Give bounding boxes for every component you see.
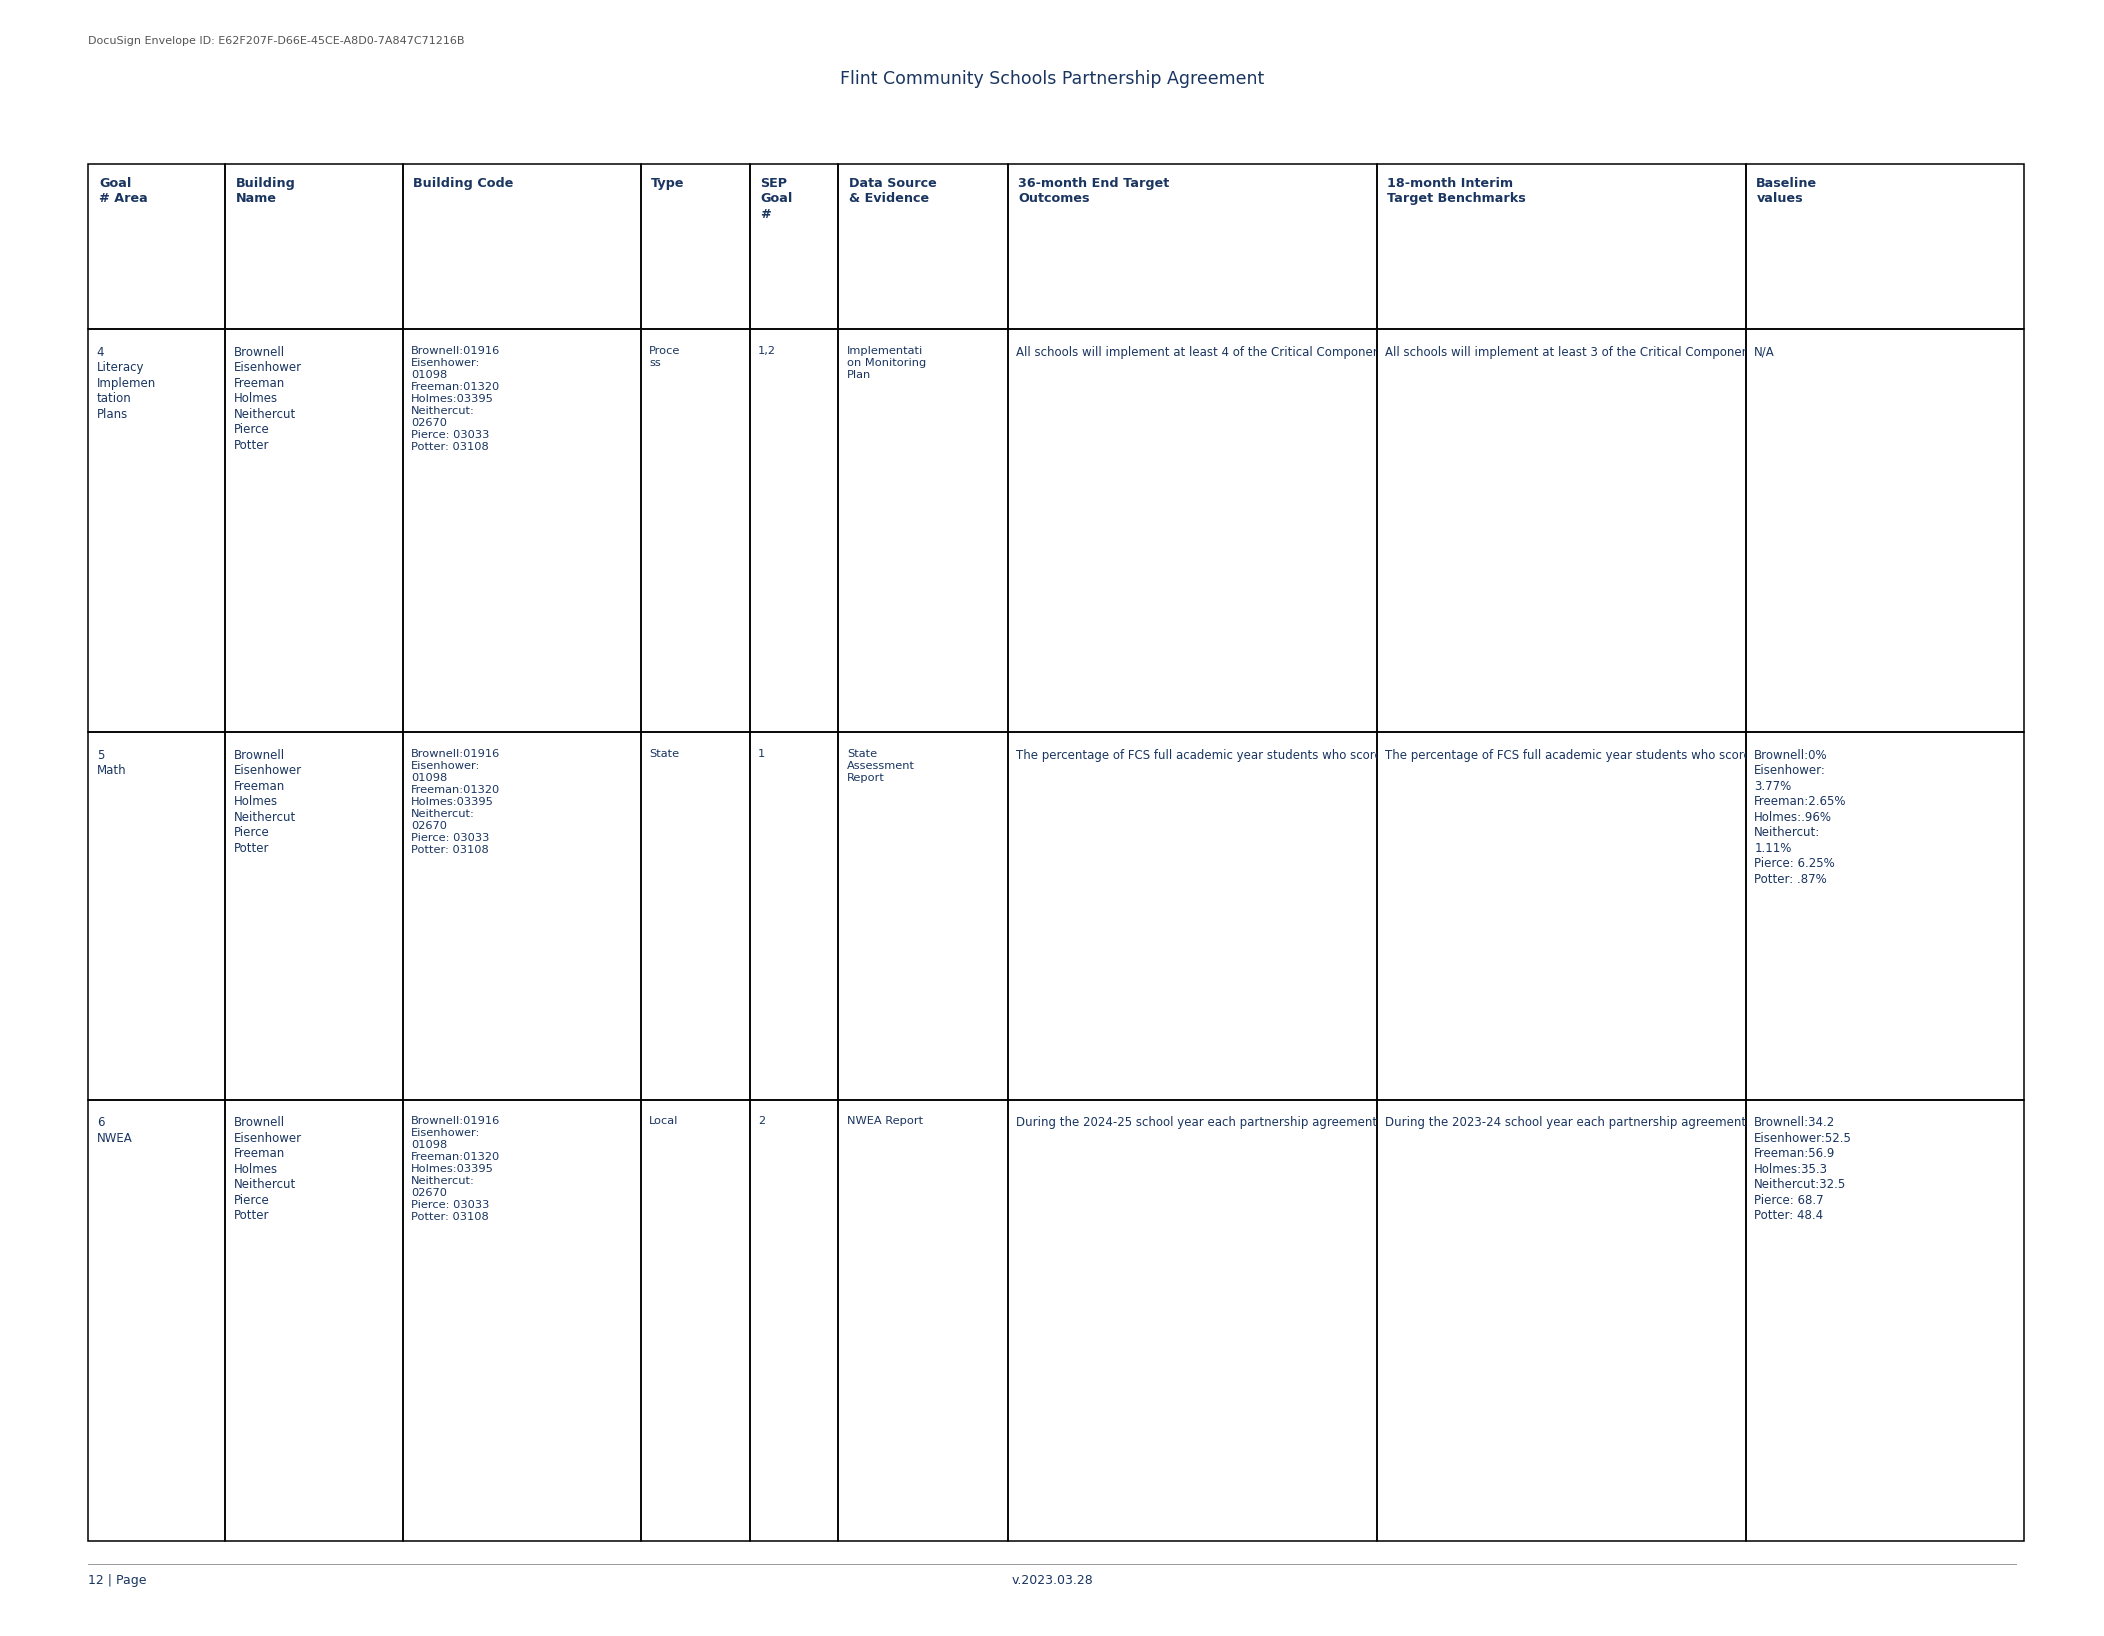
Text: DocuSign Envelope ID: E62F207F-D66E-45CE-A8D0-7A847C71216B: DocuSign Envelope ID: E62F207F-D66E-45CE… <box>88 36 465 46</box>
Text: 1,2: 1,2 <box>757 345 776 357</box>
Text: The percentage of FCS full academic year students who score proficient on state : The percentage of FCS full academic year… <box>1384 749 2104 762</box>
Bar <box>749 329 837 733</box>
Bar <box>1376 733 1746 1099</box>
Text: 4
Literacy
Implemen
tation
Plans: 4 Literacy Implemen tation Plans <box>97 345 156 420</box>
Text: Brownell
Eisenhower
Freeman
Holmes
Neithercut
Pierce
Potter: Brownell Eisenhower Freeman Holmes Neith… <box>234 749 303 854</box>
Bar <box>1746 1099 2024 1541</box>
Bar <box>642 164 749 329</box>
Text: State
Assessment
Report: State Assessment Report <box>846 749 915 782</box>
Text: 2: 2 <box>757 1116 766 1126</box>
Text: Baseline
values: Baseline values <box>1757 177 1818 204</box>
Bar <box>404 164 642 329</box>
Text: Brownell:01916
Eisenhower:
01098
Freeman:01320
Holmes:03395
Neithercut:
02670
Pi: Brownell:01916 Eisenhower: 01098 Freeman… <box>412 749 501 854</box>
Bar <box>749 733 837 1099</box>
Bar <box>1376 1099 1746 1541</box>
Text: Data Source
& Evidence: Data Source & Evidence <box>848 177 936 204</box>
Bar <box>1376 329 1746 733</box>
Bar <box>1008 329 1376 733</box>
Text: Brownell
Eisenhower
Freeman
Holmes
Neithercut
Pierce
Potter: Brownell Eisenhower Freeman Holmes Neith… <box>234 345 303 452</box>
Bar <box>88 1099 225 1541</box>
Bar <box>404 1099 642 1541</box>
Text: Implementati
on Monitoring
Plan: Implementati on Monitoring Plan <box>846 345 926 380</box>
Bar <box>225 733 404 1099</box>
Bar <box>1008 164 1376 329</box>
Text: Brownell:01916
Eisenhower:
01098
Freeman:01320
Holmes:03395
Neithercut:
02670
Pi: Brownell:01916 Eisenhower: 01098 Freeman… <box>412 1116 501 1222</box>
Text: 36-month End Target
Outcomes: 36-month End Target Outcomes <box>1018 177 1170 204</box>
Bar <box>837 164 1008 329</box>
Bar <box>1746 329 2024 733</box>
Text: During the 2023-24 school year each partnership agreement school will increase b: During the 2023-24 school year each part… <box>1384 1116 2104 1129</box>
Text: N/A: N/A <box>1755 345 1776 358</box>
Bar <box>642 329 749 733</box>
Bar <box>1008 733 1376 1099</box>
Text: 12 | Page: 12 | Page <box>88 1574 147 1587</box>
Bar <box>88 164 225 329</box>
Bar <box>837 1099 1008 1541</box>
Text: The percentage of FCS full academic year students who score proficient on state : The percentage of FCS full academic year… <box>1016 749 1946 762</box>
Bar <box>88 733 225 1099</box>
Bar <box>642 1099 749 1541</box>
Text: All schools will implement at least 3 of the Critical Components in the Literacy: All schools will implement at least 3 of… <box>1384 345 2104 358</box>
Text: Building
Name: Building Name <box>236 177 297 204</box>
Bar <box>749 1099 837 1541</box>
Text: Brownell
Eisenhower
Freeman
Holmes
Neithercut
Pierce
Potter: Brownell Eisenhower Freeman Holmes Neith… <box>234 1116 303 1222</box>
Bar <box>88 329 225 733</box>
Text: SEP
Goal
#: SEP Goal # <box>760 177 793 221</box>
Text: Goal
# Area: Goal # Area <box>99 177 147 204</box>
Bar <box>1746 733 2024 1099</box>
Text: Brownell:01916
Eisenhower:
01098
Freeman:01320
Holmes:03395
Neithercut:
02670
Pi: Brownell:01916 Eisenhower: 01098 Freeman… <box>412 345 501 452</box>
Text: Brownell:34.2
Eisenhower:52.5
Freeman:56.9
Holmes:35.3
Neithercut:32.5
Pierce: 6: Brownell:34.2 Eisenhower:52.5 Freeman:56… <box>1755 1116 1852 1222</box>
Text: 6
NWEA: 6 NWEA <box>97 1116 133 1145</box>
Bar <box>225 329 404 733</box>
Bar <box>837 329 1008 733</box>
Bar <box>225 164 404 329</box>
Bar <box>837 733 1008 1099</box>
Text: v.2023.03.28: v.2023.03.28 <box>1012 1574 1092 1587</box>
Text: Proce
ss: Proce ss <box>650 345 680 368</box>
Bar <box>404 329 642 733</box>
Text: During the 2024-25 school year each partnership agreement school will increase b: During the 2024-25 school year each part… <box>1016 1116 2104 1129</box>
Text: Local: Local <box>650 1116 680 1126</box>
Bar <box>749 164 837 329</box>
Bar <box>1746 164 2024 329</box>
Text: Type: Type <box>652 177 686 190</box>
Text: Brownell:0%
Eisenhower:
3.77%
Freeman:2.65%
Holmes:.96%
Neithercut:
1.11%
Pierce: Brownell:0% Eisenhower: 3.77% Freeman:2.… <box>1755 749 1847 885</box>
Bar <box>404 733 642 1099</box>
Bar <box>1008 1099 1376 1541</box>
Text: State: State <box>650 749 680 759</box>
Text: 1: 1 <box>757 749 766 759</box>
Text: All schools will implement at least 4 of the Critical Components in the Literacy: All schools will implement at least 4 of… <box>1016 345 2104 358</box>
Text: Flint Community Schools Partnership Agreement: Flint Community Schools Partnership Agre… <box>839 70 1265 88</box>
Bar <box>1376 164 1746 329</box>
Text: Building Code: Building Code <box>412 177 513 190</box>
Bar <box>642 733 749 1099</box>
Bar <box>225 1099 404 1541</box>
Text: NWEA Report: NWEA Report <box>846 1116 924 1126</box>
Text: 5
Math: 5 Math <box>97 749 126 777</box>
Text: 18-month Interim
Target Benchmarks: 18-month Interim Target Benchmarks <box>1387 177 1525 204</box>
